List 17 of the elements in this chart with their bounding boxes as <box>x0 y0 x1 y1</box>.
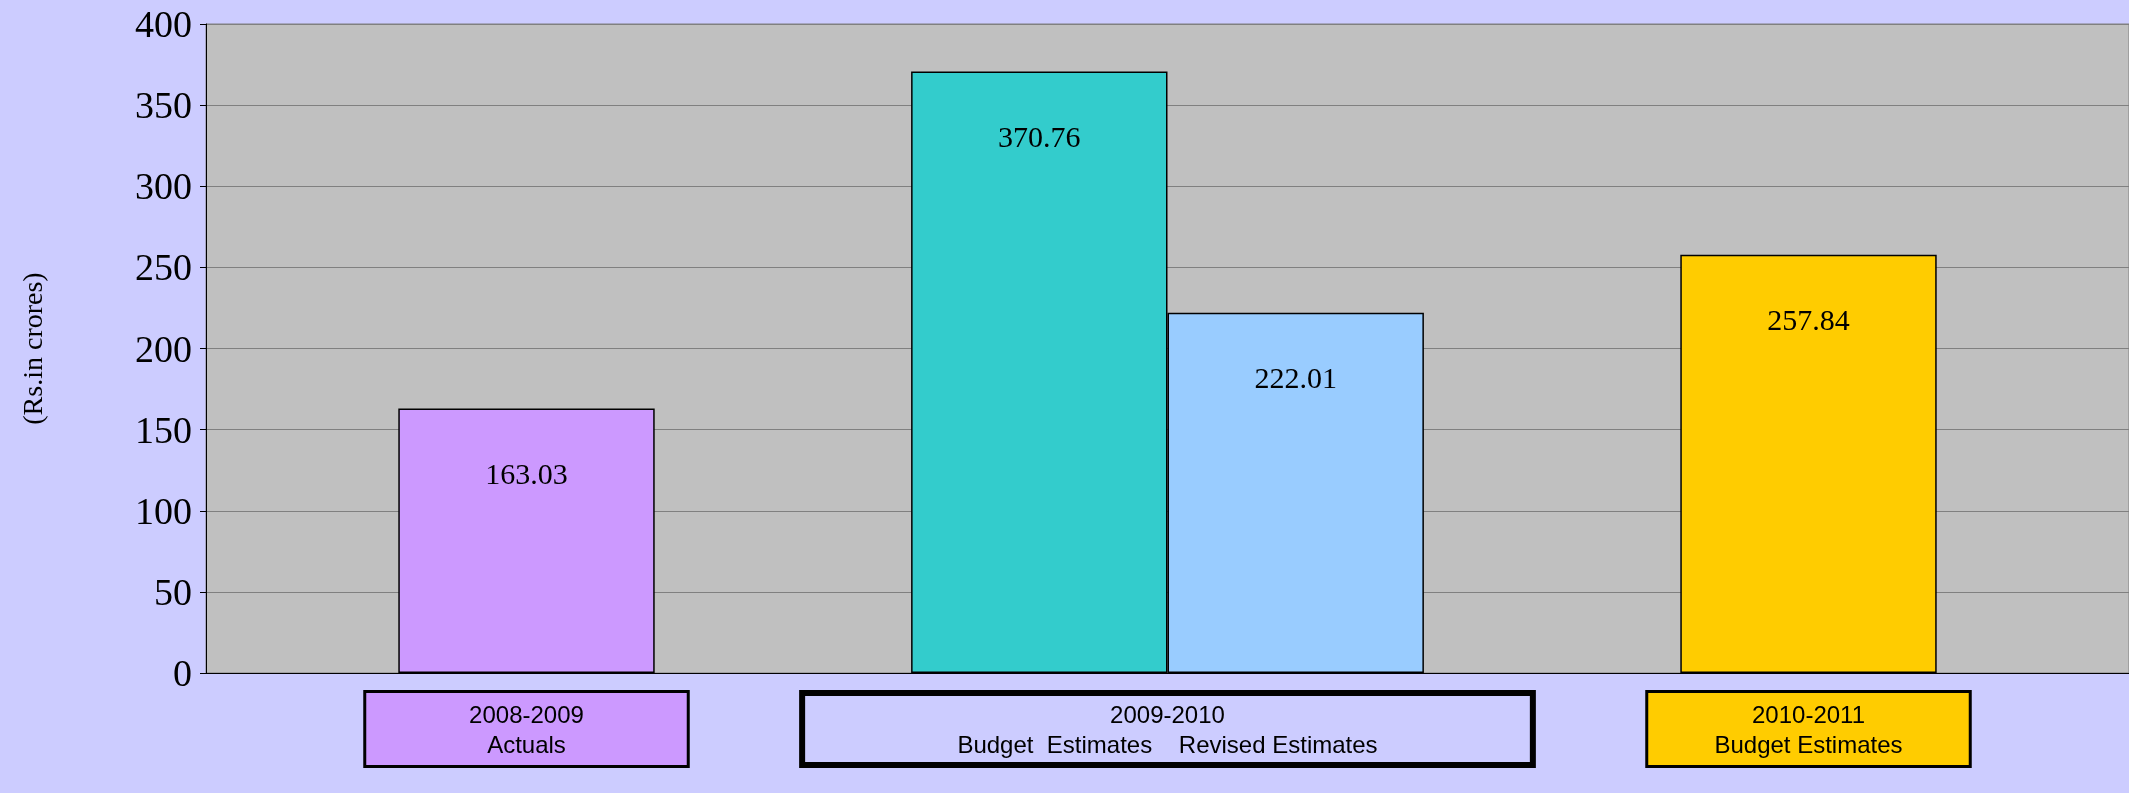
y-tick-label: 200 <box>135 327 192 370</box>
data-label: 222.01 <box>1254 361 1337 395</box>
y-tick-label: 350 <box>135 84 192 127</box>
y-tick-label: 250 <box>135 246 192 289</box>
y-tick-label: 400 <box>135 3 192 45</box>
data-label: 370.76 <box>998 119 1081 153</box>
data-label: 163.03 <box>485 456 568 490</box>
y-tick-label: 100 <box>135 489 192 532</box>
y-tick-label: 150 <box>135 408 192 451</box>
x-tick-label: 2008-2009 Actuals <box>469 700 584 758</box>
y-axis-title: (Rs.in crores) <box>16 272 48 425</box>
y-tick-label: 300 <box>135 165 192 208</box>
data-label: 257.84 <box>1767 303 1850 337</box>
y-tick-label: 0 <box>173 652 192 694</box>
y-tick-label: 50 <box>154 570 192 613</box>
x-tick-label: 2009-2010 Budget Estimates Revised Estimates <box>957 700 1378 758</box>
x-tick-label: 2010-2011 Budget Estimates <box>1714 700 1903 758</box>
